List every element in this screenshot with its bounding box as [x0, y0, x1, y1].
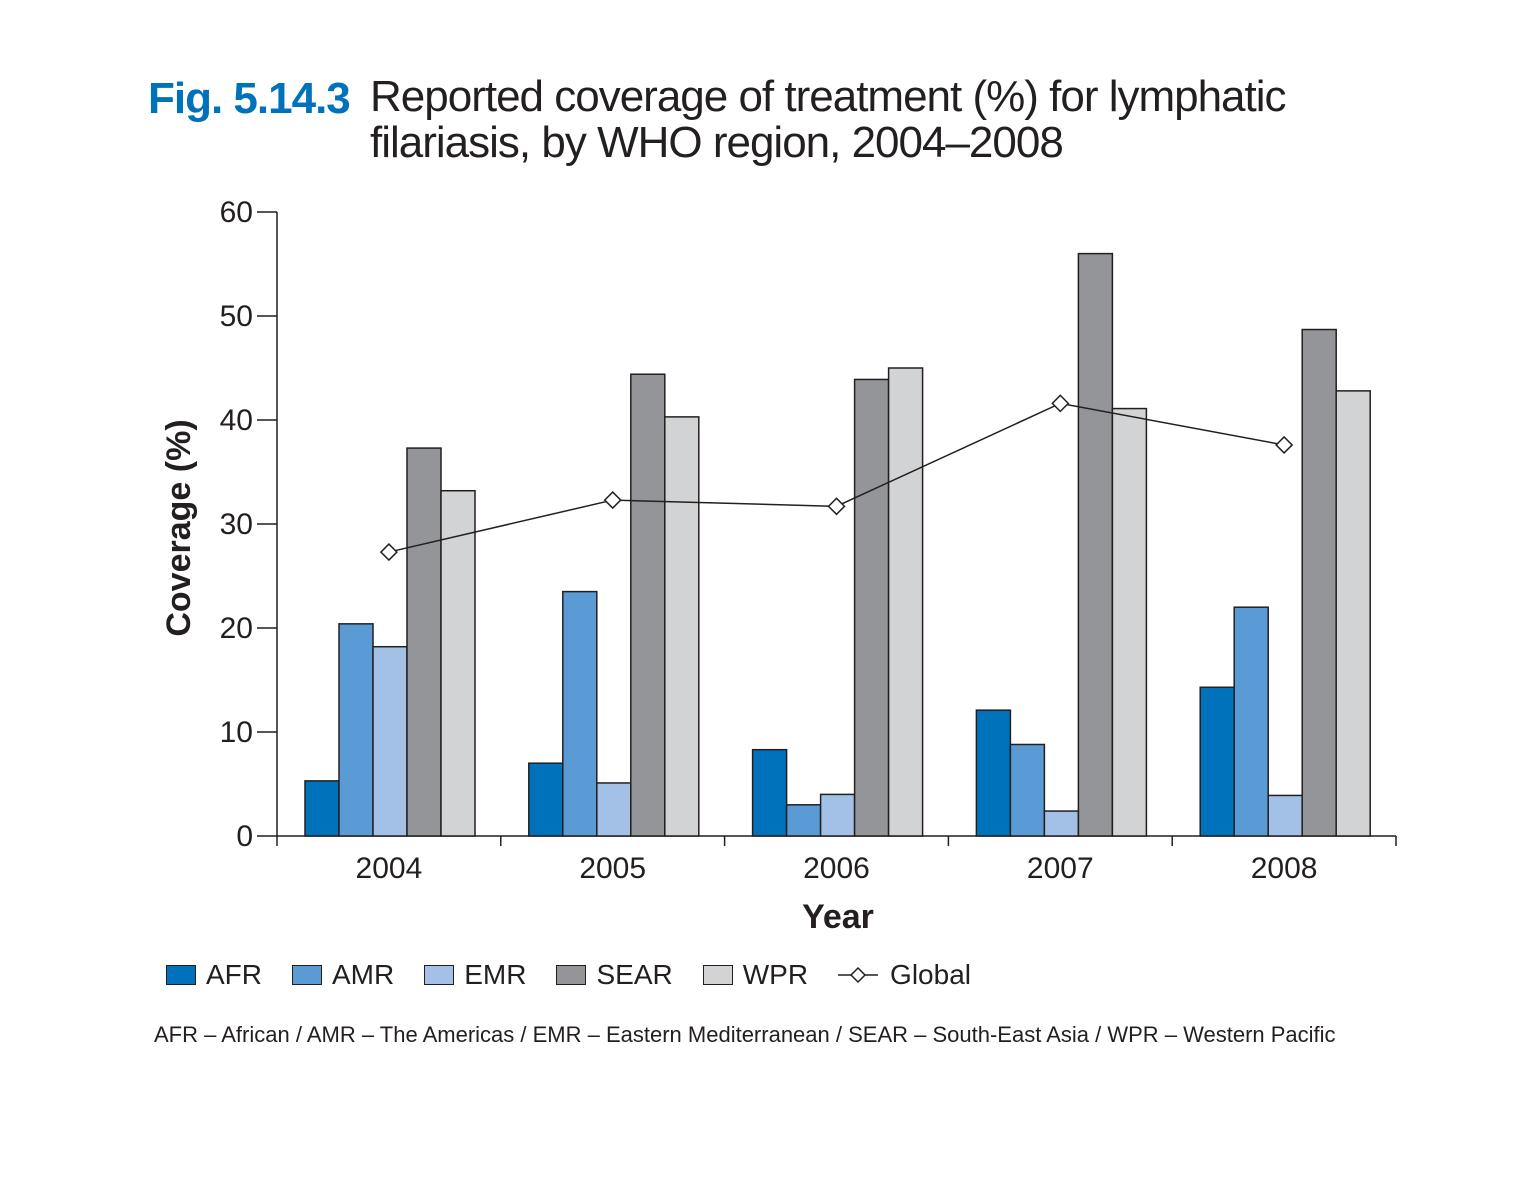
marker-global-2006: [827, 497, 846, 516]
bar-amr-2006: [785, 804, 822, 837]
bar-amr-2007: [1009, 743, 1046, 837]
bar-wpr-2008: [1335, 390, 1371, 837]
y-tick-label: 60: [220, 196, 253, 229]
x-tick-label: 2008: [1251, 852, 1318, 885]
legend-label: AMR: [332, 959, 395, 990]
legend-item-amr: AMR: [292, 959, 394, 991]
bar-emr-2005: [596, 782, 632, 837]
x-tick-label: 2004: [356, 852, 423, 885]
marker-global-2004: [379, 543, 398, 562]
marker-global-2007: [1051, 394, 1070, 413]
bar-emr-2004: [372, 645, 408, 837]
bar-afr-2008: [1199, 686, 1235, 837]
legend-line-diamond-icon: [838, 966, 879, 984]
legend-item-emr: EMR: [424, 959, 526, 991]
figure-number: Fig. 5.14.3: [148, 74, 351, 123]
bar-afr-2006: [751, 748, 788, 837]
y-tick-label: 10: [220, 716, 253, 749]
y-tick-label: 0: [236, 820, 253, 853]
legend-label: EMR: [464, 959, 527, 990]
bar-afr-2004: [304, 780, 340, 837]
bar-wpr-2006: [887, 367, 924, 837]
legend-item-global: Global: [838, 959, 971, 991]
x-tick-label: 2006: [803, 852, 870, 885]
bar-sear-2006: [853, 378, 890, 837]
bar-emr-2006: [819, 793, 856, 837]
legend-label: Global: [890, 959, 971, 990]
legend-swatch-sear: [556, 965, 587, 985]
legend-item-sear: SEAR: [556, 959, 673, 991]
y-axis-title: Coverage (%): [160, 419, 198, 636]
bar-wpr-2005: [664, 416, 700, 837]
legend-item-afr: AFR: [166, 959, 262, 991]
legend-swatch-amr: [292, 965, 322, 985]
bar-amr-2008: [1233, 606, 1269, 837]
legend: AFR AMR EMR SEAR WPR Global: [166, 958, 1001, 992]
y-axis: 0 10 20 30 40 50 60: [220, 196, 278, 853]
line-global: [388, 402, 1285, 553]
figure-title: Reported coverage of treatment (%) for l…: [370, 72, 1287, 167]
x-axis: 2004 2005 2006 2007 2008: [276, 835, 1397, 885]
legend-label: WPR: [742, 959, 809, 990]
y-tick-label: 40: [220, 404, 253, 437]
legend-swatch-emr: [424, 965, 455, 985]
x-tick-label: 2005: [579, 852, 646, 885]
x-tick-label: 2007: [1027, 852, 1094, 885]
bar-sear-2004: [406, 447, 442, 837]
bar-amr-2005: [562, 590, 598, 837]
bar-amr-2004: [338, 623, 374, 837]
y-tick-label: 50: [220, 300, 253, 333]
bar-afr-2007: [975, 709, 1012, 837]
legend-label: AFR: [206, 959, 262, 990]
global-line-group: [379, 394, 1294, 562]
bar-sear-2005: [630, 373, 666, 837]
legend-swatch-wpr: [702, 965, 733, 985]
legend-swatch-afr: [166, 965, 196, 985]
legend-item-wpr: WPR: [702, 959, 809, 991]
bar-afr-2005: [528, 762, 564, 837]
bar-wpr-2007: [1111, 407, 1148, 837]
marker-global-2005: [603, 491, 622, 510]
bar-sear-2007: [1077, 252, 1114, 837]
bar-sear-2008: [1301, 328, 1337, 837]
bar-emr-2008: [1267, 794, 1303, 837]
x-axis-title: Year: [802, 898, 874, 936]
y-tick-label: 20: [220, 612, 253, 645]
footnote: AFR – African / AMR – The Americas / EMR…: [154, 1022, 1336, 1047]
legend-label: SEAR: [596, 959, 673, 990]
y-tick-label: 30: [220, 508, 253, 541]
bar-wpr-2004: [440, 489, 476, 837]
marker-global-2008: [1275, 435, 1294, 455]
bar-emr-2007: [1043, 810, 1080, 837]
bars-group: [304, 252, 1371, 837]
